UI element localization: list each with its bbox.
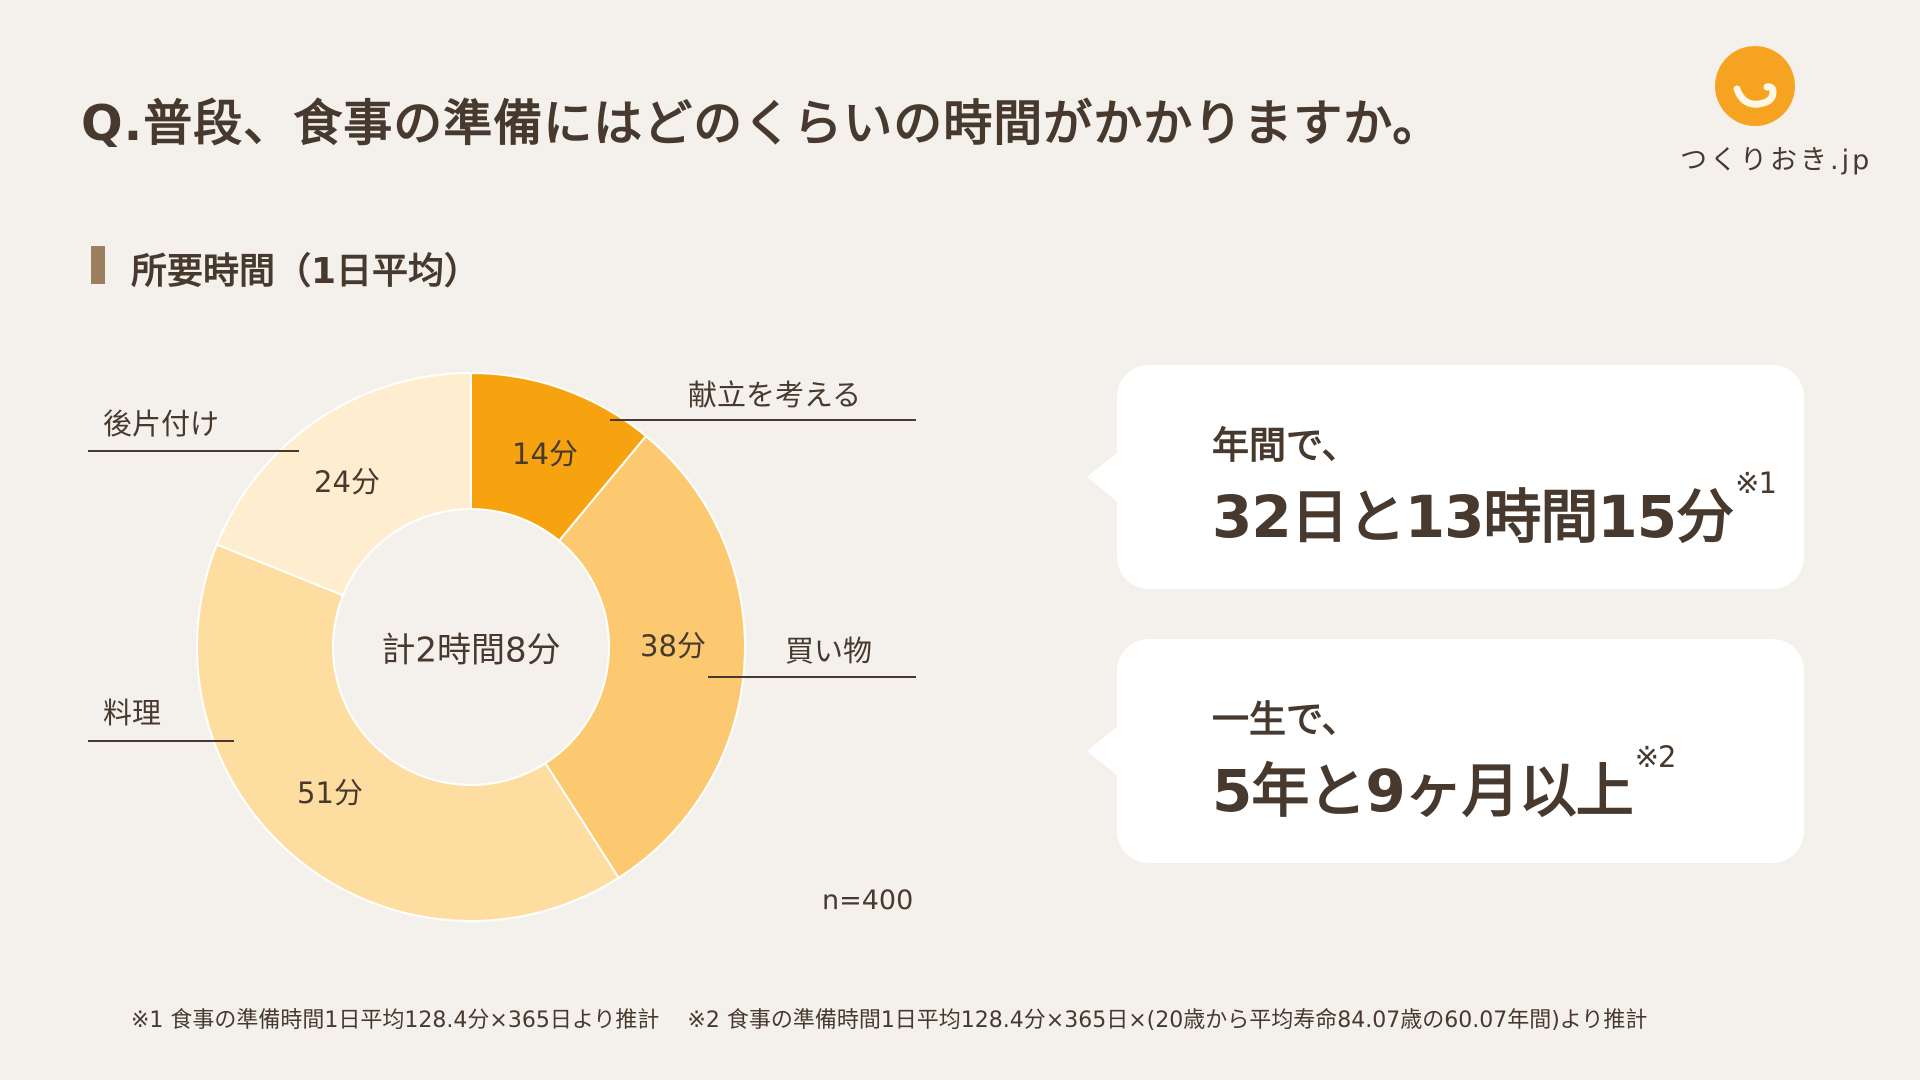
card-lifetime-value-text: 5年と9ヶ月以上 — [1212, 757, 1634, 825]
category-label-shopping: 買い物 — [785, 634, 873, 668]
card-lifetime-note: ※2 — [1634, 740, 1677, 774]
footnote-2: ※2 食事の準備時間1日平均128.4分×365日×(20歳から平均寿命84.0… — [687, 1008, 1648, 1033]
page-title: Q.普段、食事の準備にはどのくらいの時間がかかりますか。 — [81, 95, 1443, 152]
leader-line-menu — [610, 419, 916, 421]
logo-text: つくりおき.jp — [1680, 145, 1873, 176]
value-label-shopping: 38分 — [640, 629, 706, 663]
card-yearly-value: 32日と13時間15分※1 — [1212, 466, 1777, 554]
leader-line-shopping — [708, 676, 916, 678]
value-label-cooking: 51分 — [297, 776, 363, 810]
logo: つくりおき.jp — [1680, 46, 1873, 177]
footnotes: ※1 食事の準備時間1日平均128.4分×365日より推計 ※2 食事の準備時間1… — [131, 1002, 1647, 1034]
donut-center-total: 計2時間8分 — [381, 630, 561, 671]
callout-card-yearly: 年間で、 32日と13時間15分※1 — [1087, 365, 1804, 589]
leader-line-cooking — [88, 740, 234, 742]
card-yearly-note: ※1 — [1735, 466, 1777, 500]
sample-size: n=400 — [822, 885, 914, 916]
card-lifetime-lead: 一生で、 — [1212, 698, 1359, 741]
donut-slice-cleanup — [215, 371, 472, 597]
donut-slice-shopping — [543, 434, 746, 880]
smile-logo-icon — [1715, 46, 1795, 126]
donut-chart — [196, 371, 746, 922]
category-label-cooking: 料理 — [103, 696, 162, 730]
category-label-cleanup: 後片付け — [103, 407, 220, 441]
section-marker — [91, 246, 105, 284]
category-label-menu: 献立を考える — [688, 378, 862, 412]
value-label-menu: 14分 — [512, 437, 578, 471]
card-yearly-lead: 年間で、 — [1212, 424, 1359, 467]
callout-card-lifetime: 一生で、 5年と9ヶ月以上※2 — [1087, 639, 1804, 863]
section-title: 所要時間（1日平均） — [131, 251, 481, 292]
value-label-cleanup: 24分 — [314, 465, 380, 499]
donut-slice-cooking — [196, 543, 620, 922]
card-lifetime-value: 5年と9ヶ月以上※2 — [1212, 740, 1676, 828]
card-yearly-value-text: 32日と13時間15分 — [1212, 483, 1734, 551]
leader-line-cleanup — [88, 450, 299, 452]
footnote-1: ※1 食事の準備時間1日平均128.4分×365日より推計 — [131, 1008, 660, 1033]
